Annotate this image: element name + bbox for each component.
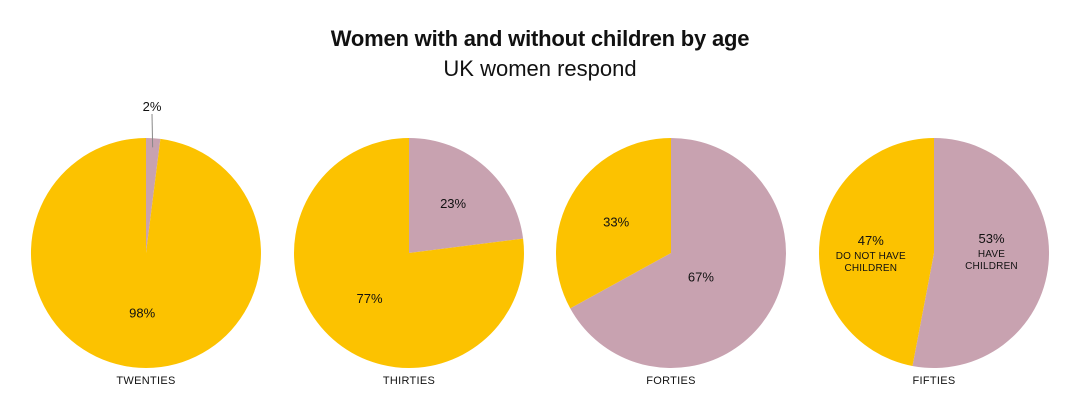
label-have-children-forties: 67% <box>688 269 714 284</box>
slice-have-children-fifties <box>912 138 1050 368</box>
label-no-children-text-fifties: DO NOT HAVE <box>836 251 906 262</box>
slice-have-children-forties <box>570 138 786 368</box>
pie-caption-fifties: FIFTIES <box>912 375 955 387</box>
slice-have-children-thirties <box>409 138 524 253</box>
chart-subtitle: UK women respond <box>443 56 637 81</box>
label-have-children-text-fifties: CHILDREN <box>965 261 1018 272</box>
slice-no-children-forties <box>555 138 671 309</box>
label-have-children-thirties: 23% <box>440 196 466 211</box>
label-no-children-fifties: 47% <box>858 233 884 248</box>
label-no-children-twenties: 98% <box>129 306 155 321</box>
chart-title: Women with and without children by age <box>330 26 750 51</box>
leader-line-twenties <box>151 113 154 148</box>
pie-caption-twenties: TWENTIES <box>116 375 175 387</box>
label-no-children-text-fifties: CHILDREN <box>844 263 897 274</box>
label-have-children-text-fifties: HAVE <box>978 249 1005 260</box>
label-have-children-twenties: 2% <box>143 99 162 114</box>
slice-no-children-fifties <box>819 138 934 366</box>
slice-no-children-thirties <box>293 138 524 368</box>
label-no-children-thirties: 77% <box>356 291 382 306</box>
label-have-children-fifties: 53% <box>978 231 1004 246</box>
slice-no-children-twenties <box>30 138 261 368</box>
pie-caption-thirties: THIRTIES <box>383 375 435 387</box>
pie-caption-forties: FORTIES <box>646 375 696 387</box>
slice-have-children-twenties <box>146 138 161 253</box>
label-no-children-forties: 33% <box>603 214 629 229</box>
